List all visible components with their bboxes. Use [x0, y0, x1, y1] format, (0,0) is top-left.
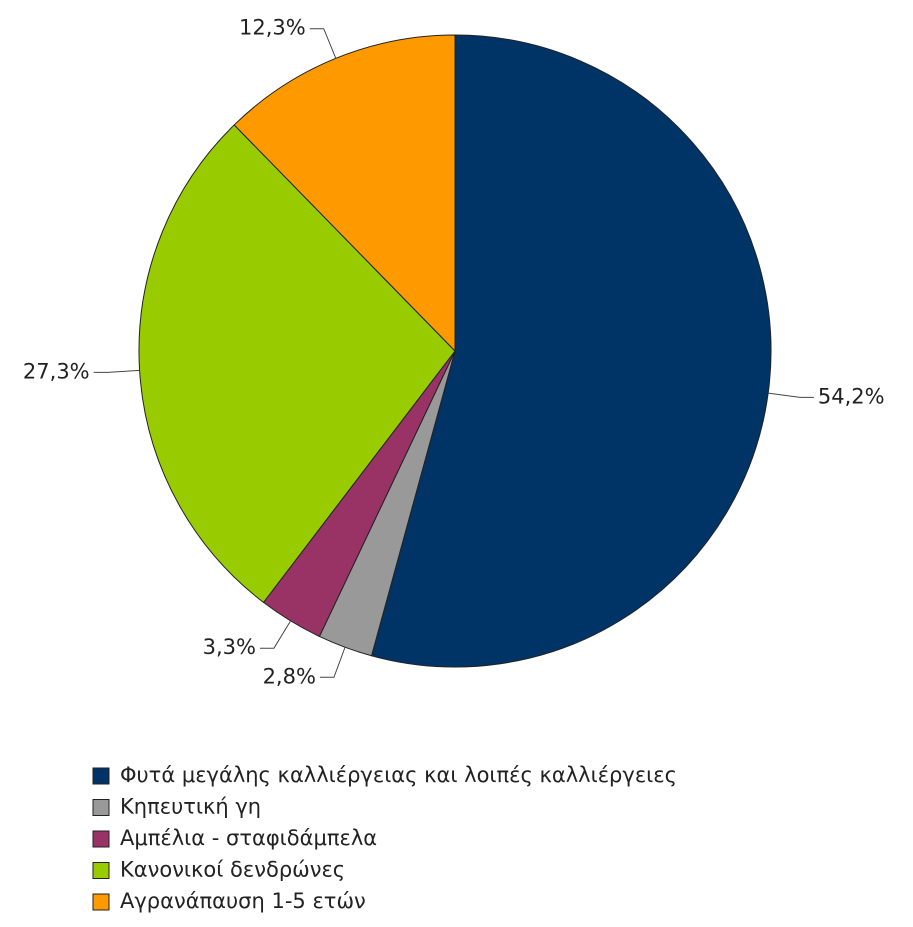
legend-swatch — [92, 799, 110, 816]
leader-line — [319, 647, 346, 678]
leader-line — [309, 28, 337, 59]
legend-label: Κηπευτική γη — [120, 795, 261, 819]
leader-line — [93, 369, 140, 373]
data-label: 12,3% — [239, 16, 306, 40]
legend-swatch — [92, 893, 110, 911]
legend-label: Αμπέλια - σταφιδάμπελα — [120, 826, 377, 850]
leader-line — [259, 620, 292, 649]
data-label: 2,8% — [263, 664, 316, 688]
legend-label: Κανονικοί δενδρώνες — [120, 858, 345, 882]
pie-slice — [233, 34, 456, 353]
leader-line — [768, 392, 814, 398]
pie-slice — [370, 34, 772, 668]
legend-swatch — [92, 767, 110, 785]
pie-slice — [138, 124, 456, 604]
data-label: 27,3% — [23, 359, 90, 383]
data-label: 3,3% — [203, 635, 256, 659]
legend-swatch — [92, 830, 110, 848]
legend-label: Αγρανάπαυση 1-5 ετών — [120, 889, 366, 913]
legend-label: Φυτά μεγάλης καλλιέργειας και λοιπές καλ… — [120, 763, 677, 787]
data-label: 54,2% — [818, 384, 885, 408]
legend-swatch — [92, 862, 110, 879]
